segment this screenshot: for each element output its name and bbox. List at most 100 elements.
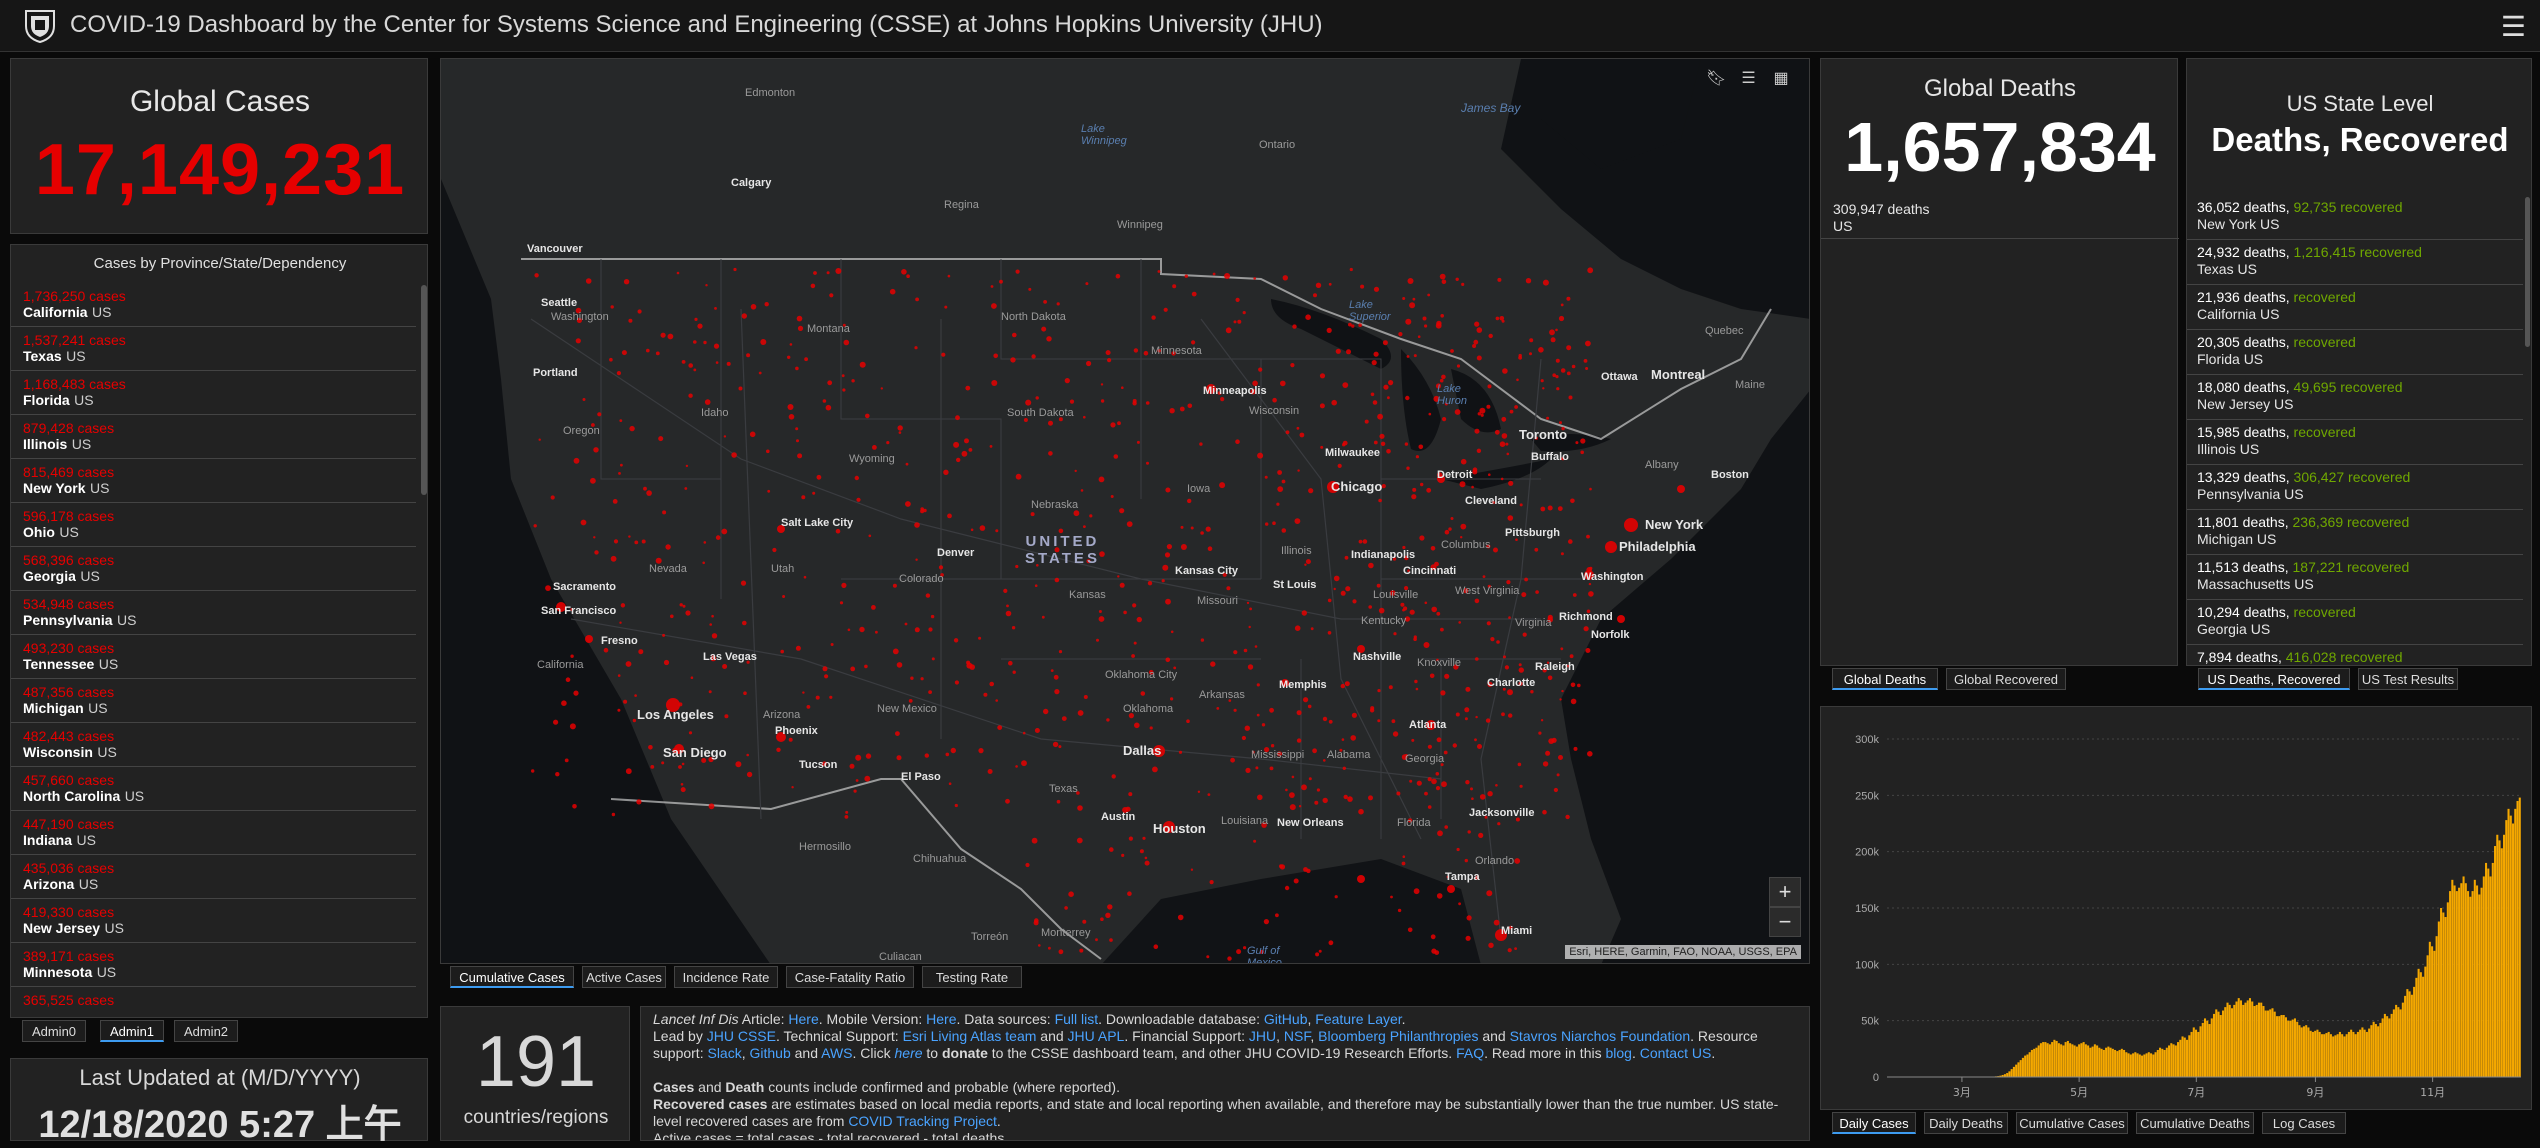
chart-bar[interactable] [2483, 876, 2485, 1077]
case-bubble[interactable] [1303, 697, 1308, 702]
case-bubble[interactable] [1555, 375, 1558, 378]
case-bubble[interactable] [1012, 333, 1017, 338]
case-bubble[interactable] [1253, 840, 1256, 843]
chart-bar[interactable] [2170, 1043, 2172, 1077]
case-bubble[interactable] [1021, 760, 1027, 766]
case-bubble[interactable] [767, 490, 770, 493]
case-bubble[interactable] [1488, 943, 1493, 948]
case-bubble[interactable] [1370, 706, 1374, 710]
case-bubble[interactable] [572, 804, 577, 809]
case-bubble[interactable] [1169, 408, 1174, 413]
case-bubble[interactable] [1208, 546, 1213, 551]
case-bubble[interactable] [897, 662, 903, 668]
case-bubble[interactable] [864, 776, 870, 782]
esri-link[interactable]: Esri Living Atlas team [903, 1028, 1037, 1044]
case-bubble[interactable] [638, 309, 642, 313]
case-bubble[interactable] [1134, 723, 1140, 729]
chart-bar[interactable] [2490, 876, 2492, 1077]
case-bubble[interactable] [1121, 854, 1124, 857]
chart-bar[interactable] [2422, 977, 2424, 1077]
case-bubble[interactable] [681, 787, 686, 792]
case-bubble[interactable] [983, 693, 987, 697]
chart-bar[interactable] [2143, 1054, 2145, 1077]
case-bubble[interactable] [1390, 896, 1393, 899]
case-bubble[interactable] [1146, 462, 1149, 465]
chart-bar[interactable] [2274, 1012, 2276, 1077]
case-bubble[interactable] [1012, 626, 1015, 629]
case-bubble[interactable] [1158, 270, 1161, 273]
case-bubble[interactable] [1416, 455, 1419, 458]
chart-bar[interactable] [2348, 1032, 2350, 1077]
case-bubble[interactable] [831, 643, 834, 646]
contact-link[interactable]: Contact US [1640, 1045, 1712, 1061]
case-bubble[interactable] [1471, 797, 1474, 800]
case-bubble[interactable] [1458, 621, 1461, 624]
case-bubble[interactable] [1053, 742, 1058, 747]
case-bubble[interactable] [1413, 298, 1416, 301]
chart-bar[interactable] [2370, 1025, 2372, 1077]
chart-bar[interactable] [2436, 936, 2438, 1077]
case-bubble[interactable] [1523, 633, 1527, 637]
case-bubble[interactable] [1505, 443, 1508, 446]
case-bubble[interactable] [1554, 788, 1558, 792]
case-bubble[interactable] [1450, 349, 1454, 353]
case-bubble[interactable] [1436, 612, 1440, 616]
case-bubble[interactable] [1577, 684, 1581, 688]
case-bubble[interactable] [611, 556, 617, 562]
chart-bar[interactable] [2492, 863, 2494, 1077]
case-bubble[interactable] [804, 576, 807, 579]
chart-bar[interactable] [2132, 1053, 2134, 1077]
case-bubble[interactable] [1558, 506, 1563, 511]
chart-bar[interactable] [2087, 1045, 2089, 1077]
case-bubble[interactable] [955, 804, 958, 807]
case-bubble[interactable] [1099, 610, 1102, 613]
case-bubble[interactable] [1058, 745, 1061, 748]
case-bubble[interactable] [1403, 855, 1406, 858]
case-bubble[interactable] [1101, 399, 1104, 402]
case-bubble[interactable] [1475, 716, 1477, 718]
zoom-in-button[interactable]: + [1769, 877, 1801, 907]
case-bubble[interactable] [1538, 732, 1541, 735]
case-bubble[interactable] [953, 442, 959, 448]
case-bubble[interactable] [1116, 274, 1121, 279]
case-bubble[interactable] [1292, 324, 1296, 328]
case-bubble[interactable] [1120, 583, 1125, 588]
case-bubble[interactable] [1036, 396, 1039, 399]
case-bubble[interactable] [619, 419, 622, 422]
case-bubble[interactable] [1095, 938, 1098, 941]
case-bubble[interactable] [964, 438, 969, 443]
case-bubble[interactable] [1371, 393, 1375, 397]
chart-bar[interactable] [2251, 1002, 2253, 1077]
case-bubble[interactable] [581, 520, 587, 526]
chart-bar[interactable] [2116, 1051, 2118, 1077]
case-bubble[interactable] [1013, 671, 1016, 674]
case-bubble[interactable] [1556, 359, 1560, 363]
tab-testing-rate[interactable]: Testing Rate [922, 966, 1022, 988]
case-bubble[interactable] [1347, 796, 1353, 802]
chart-bar[interactable] [2152, 1054, 2154, 1077]
case-bubble[interactable] [1191, 869, 1193, 871]
case-bubble[interactable] [1470, 787, 1473, 790]
chart-bar[interactable] [2476, 885, 2478, 1077]
chart-bar[interactable] [2415, 978, 2417, 1077]
tab-global-recovered[interactable]: Global Recovered [1946, 668, 2066, 690]
case-bubble[interactable] [1008, 661, 1013, 666]
case-bubble[interactable] [1144, 351, 1149, 356]
chart-bar[interactable] [2350, 1030, 2352, 1077]
case-bubble[interactable] [618, 674, 621, 677]
case-bubble[interactable] [665, 544, 670, 549]
case-bubble[interactable] [1188, 404, 1193, 409]
chart-bar[interactable] [2321, 1034, 2323, 1077]
case-bubble[interactable] [1514, 858, 1520, 864]
case-bubble[interactable] [944, 306, 947, 309]
case-bubble[interactable] [1472, 470, 1477, 475]
case-bubble[interactable] [683, 605, 686, 608]
chart-bar[interactable] [2168, 1045, 2170, 1077]
case-bubble[interactable] [906, 274, 910, 278]
tab-daily-deaths[interactable]: Daily Deaths [1924, 1112, 2008, 1134]
case-bubble[interactable] [1465, 780, 1469, 784]
case-bubble[interactable] [787, 356, 790, 359]
